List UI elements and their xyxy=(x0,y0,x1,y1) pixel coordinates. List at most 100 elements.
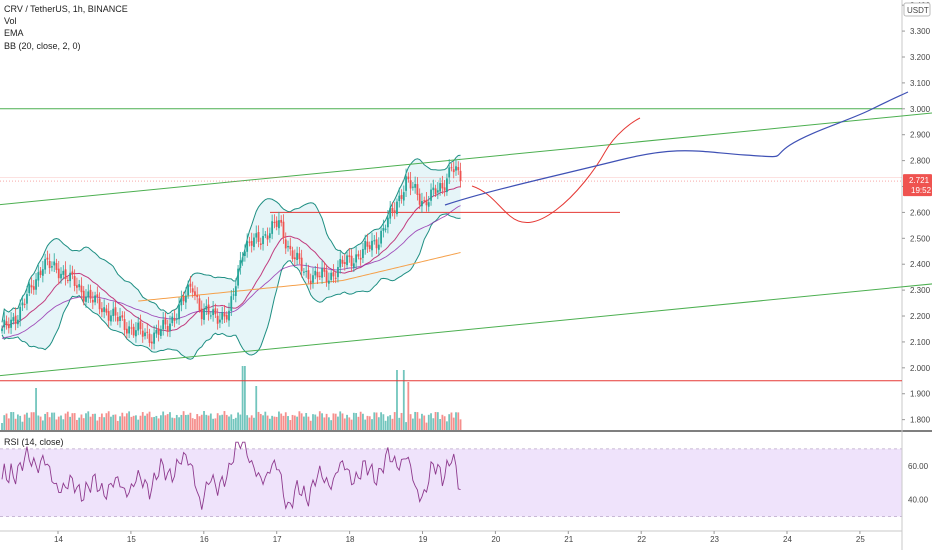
volume-bar xyxy=(207,415,210,430)
candle-body xyxy=(278,220,280,229)
volume-bar xyxy=(448,414,451,430)
candle-body xyxy=(194,291,196,296)
bb-legend[interactable]: BB (20, close, 2, 0) xyxy=(4,41,81,51)
volume-bar xyxy=(73,413,76,430)
candle-body xyxy=(384,228,387,230)
rsi-tick-label: 60.00 xyxy=(908,462,929,471)
candle-body xyxy=(323,268,326,272)
volume-bar xyxy=(287,416,289,430)
candle-body xyxy=(289,245,292,250)
volume-bar xyxy=(309,420,312,430)
volume-bar xyxy=(135,415,137,430)
ema-legend[interactable]: EMA xyxy=(4,28,24,38)
candle-body xyxy=(305,270,308,272)
candle-body xyxy=(259,243,262,245)
candle-body xyxy=(287,245,289,248)
candle-body xyxy=(443,187,446,191)
candle-body xyxy=(100,308,103,313)
volume-bar xyxy=(160,415,162,430)
candle-body xyxy=(266,235,269,240)
volume-bar xyxy=(418,418,421,430)
candle-body xyxy=(268,233,271,239)
candle-body xyxy=(273,221,276,223)
rsi-line xyxy=(1,441,461,510)
volume-bar xyxy=(248,417,251,430)
volume-bar xyxy=(153,416,155,430)
volume-bar xyxy=(400,412,403,430)
volume-bar xyxy=(94,413,96,430)
volume-bar xyxy=(327,417,330,430)
candle-body xyxy=(73,276,76,286)
candle-body xyxy=(180,297,183,306)
volume-bar xyxy=(166,414,169,430)
candle-body xyxy=(362,249,364,259)
volume-bar xyxy=(173,418,176,430)
candle-body xyxy=(3,319,6,328)
candle-body xyxy=(7,324,10,329)
candle-body xyxy=(44,259,47,270)
volume-bar xyxy=(264,411,267,430)
volume-bar xyxy=(162,411,165,430)
rsi-legend[interactable]: RSI (14, close) xyxy=(4,437,64,447)
volume-bar xyxy=(57,416,60,430)
time-tick-label: 24 xyxy=(783,535,792,544)
candle-body xyxy=(64,269,67,279)
volume-bar xyxy=(155,415,158,430)
price-tag-countdown: 19:52 xyxy=(911,186,932,195)
volume-bar xyxy=(71,413,74,430)
candle-body xyxy=(187,284,190,296)
volume-bar xyxy=(146,413,149,430)
volume-bar xyxy=(194,419,196,430)
candle-body xyxy=(248,241,251,243)
candle-body xyxy=(296,252,298,260)
volume-bar xyxy=(439,419,442,430)
vol-legend[interactable]: Vol xyxy=(4,16,17,26)
candle-body xyxy=(343,262,346,264)
candle-body xyxy=(416,184,419,195)
volume-bar xyxy=(341,413,344,430)
candle-body xyxy=(223,313,226,317)
candle-body xyxy=(257,232,260,242)
candle-body xyxy=(352,263,355,268)
candle-body xyxy=(309,280,312,285)
candle-body xyxy=(439,183,442,192)
rsi-tick-label: 40.00 xyxy=(908,496,929,505)
candle-body xyxy=(284,239,287,249)
candle-body xyxy=(26,294,28,304)
candle-body xyxy=(280,219,283,223)
volume-bar xyxy=(452,417,455,430)
candle-body xyxy=(137,322,140,331)
candle-body xyxy=(455,166,457,171)
candle-body xyxy=(116,316,119,322)
candle-body xyxy=(253,237,255,247)
volume-bar xyxy=(141,412,144,430)
candle-body xyxy=(402,192,405,201)
volume-bar xyxy=(387,416,389,430)
bb-fill xyxy=(2,155,461,360)
candle-body xyxy=(271,221,274,234)
volume-bar xyxy=(164,415,167,430)
volume-bar xyxy=(62,419,65,430)
candle-body xyxy=(12,317,15,322)
candle-body xyxy=(282,221,285,238)
candle-body xyxy=(425,199,428,206)
volume-bar xyxy=(44,413,47,430)
candle-body xyxy=(119,316,121,321)
volume-bar xyxy=(298,411,301,430)
volume-bar xyxy=(423,415,426,430)
candle-body xyxy=(241,257,244,262)
candle-body xyxy=(175,318,178,320)
volume-bar xyxy=(321,413,323,430)
volume-bar xyxy=(296,416,298,430)
time-tick-label: 19 xyxy=(419,535,428,544)
candle-body xyxy=(228,310,230,321)
volume-bar xyxy=(82,418,85,430)
candle-body xyxy=(205,305,208,310)
candle-body xyxy=(436,190,439,193)
candle-body xyxy=(10,319,12,328)
volume-bar xyxy=(312,414,314,430)
volume-bar xyxy=(377,417,380,430)
volume-bar xyxy=(243,366,246,430)
volume-bar xyxy=(209,413,212,430)
